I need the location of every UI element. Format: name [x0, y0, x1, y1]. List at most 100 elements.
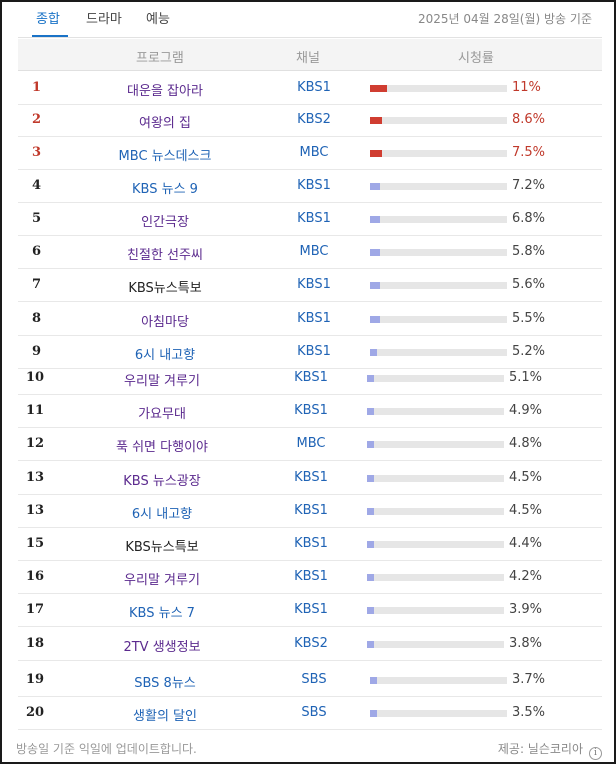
channel-link[interactable]: SBS [301, 705, 327, 720]
header-rating: 시청률 [458, 51, 494, 66]
rank-number: 2 [32, 112, 42, 127]
channel-link[interactable]: KBS2 [294, 636, 328, 651]
rating-bar-fill [367, 441, 374, 448]
channel-link[interactable]: KBS1 [294, 503, 328, 518]
rating-bar-track [370, 349, 507, 356]
table-row: 2 여왕의 집 KBS2 8.6% [18, 104, 602, 137]
channel-link[interactable]: SBS [301, 672, 327, 687]
program-link[interactable]: MBC 뉴스데스크 [118, 149, 212, 164]
provider-label: 제공: 닐슨코리아 [497, 742, 583, 756]
tab-drama[interactable]: 드라마 [86, 12, 122, 27]
program-link[interactable]: KBS 뉴스광장 [123, 474, 201, 489]
rating-value: 5.8% [512, 244, 546, 259]
program-link[interactable]: 6시 내고향 [131, 507, 193, 522]
rating-value: 7.2% [512, 178, 546, 193]
rating-bar-track [370, 117, 507, 124]
rating-bar-fill [370, 249, 380, 256]
broadcast-date: 2025년 04월 28일(월) 방송 기준 [417, 12, 592, 26]
channel-link[interactable]: KBS1 [294, 602, 328, 617]
rating-bar-fill [370, 349, 377, 356]
channel-link[interactable]: KBS1 [297, 311, 331, 326]
table-row: 8 아침마당 KBS1 5.5% [18, 303, 602, 336]
rating-bar-fill [370, 150, 382, 157]
channel-link[interactable]: KBS1 [297, 80, 331, 95]
channel-link[interactable]: KBS1 [297, 211, 331, 226]
rating-bar-track [367, 508, 504, 515]
rating-bar-fill [370, 677, 377, 684]
rating-bar-track [370, 85, 507, 92]
tab-overall[interactable]: 종합 [36, 12, 60, 27]
rating-bar-track [370, 677, 507, 684]
rank-number: 7 [32, 277, 42, 292]
rating-value: 4.9% [509, 403, 543, 418]
info-icon[interactable]: i [589, 747, 602, 760]
program-link[interactable]: 우리말 겨루기 [124, 374, 200, 389]
channel-link[interactable]: KBS1 [297, 344, 331, 359]
program-link[interactable]: 생활의 달인 [133, 709, 197, 724]
rank-number: 16 [26, 569, 45, 584]
rating-bar-fill [367, 641, 374, 648]
program-link[interactable]: KBS 뉴스 9 [132, 182, 198, 197]
rank-number: 17 [26, 602, 45, 617]
rating-value: 6.8% [512, 211, 546, 226]
channel-link[interactable]: KBS1 [294, 569, 328, 584]
rating-bar-fill [367, 508, 374, 515]
rank-number: 6 [32, 244, 42, 259]
program-link[interactable]: 가요무대 [138, 407, 186, 422]
table-row: 3 MBC 뉴스데스크 MBC 7.5% [18, 137, 602, 170]
rating-bar-track [367, 641, 504, 648]
rating-bar-fill [367, 607, 374, 614]
table-row: 5 인간극장 KBS1 6.8% [18, 203, 602, 236]
program-link[interactable]: SBS 8뉴스 [134, 676, 196, 691]
rating-bar-track [367, 408, 504, 415]
program-link[interactable]: KBS 뉴스 7 [129, 606, 195, 621]
program-link[interactable]: 친절한 선주씨 [127, 248, 203, 263]
program-link[interactable]: 2TV 생생정보 [123, 640, 201, 655]
tab-divider [18, 37, 602, 38]
update-note: 방송일 기준 익일에 업데이트합니다. [16, 742, 197, 756]
tab-variety[interactable]: 예능 [146, 12, 170, 27]
rating-value: 4.5% [509, 503, 543, 518]
channel-link[interactable]: KBS1 [294, 370, 328, 385]
program-link[interactable]: 여왕의 집 [139, 116, 191, 131]
rating-value: 5.6% [512, 277, 546, 292]
rating-bar-track [367, 541, 504, 548]
table-row: 11 가요무대 KBS1 4.9% [18, 395, 602, 428]
table-row: 13 KBS 뉴스광장 KBS1 4.5% [18, 462, 602, 495]
program-link[interactable]: 아침마당 [141, 315, 189, 330]
rating-value: 5.2% [512, 344, 546, 359]
program-link[interactable]: 푹 쉬면 다행이야 [116, 440, 208, 455]
rating-value: 4.2% [509, 569, 543, 584]
program-link[interactable]: 우리말 겨루기 [124, 573, 200, 588]
channel-link[interactable]: MBC [299, 145, 329, 160]
rank-number: 20 [26, 705, 45, 720]
table-row: 19 SBS 8뉴스 SBS 3.7% [18, 664, 602, 697]
rank-number: 13 [26, 470, 45, 485]
program-link[interactable]: KBS뉴스특보 [125, 540, 199, 555]
channel-link[interactable]: KBS1 [297, 277, 331, 292]
rating-bar-track [370, 316, 507, 323]
rank-number: 12 [26, 436, 45, 451]
channel-link[interactable]: KBS1 [294, 470, 328, 485]
program-link[interactable]: 대운을 잡아라 [127, 84, 203, 99]
rank-number: 15 [26, 536, 45, 551]
channel-link[interactable]: MBC [299, 244, 329, 259]
rating-value: 3.7% [512, 672, 546, 687]
rating-bar-track [367, 441, 504, 448]
table-header: 프로그램 채널 시청률 [18, 39, 602, 71]
header-program: 프로그램 [136, 51, 184, 66]
rank-number: 3 [32, 145, 42, 160]
table-row: 7 KBS뉴스특보 KBS1 5.6% [18, 269, 602, 302]
program-link[interactable]: 6시 내고향 [134, 348, 196, 363]
channel-link[interactable]: KBS1 [297, 178, 331, 193]
table-row: 20 생활의 달인 SBS 3.5% [18, 697, 602, 730]
channel-link[interactable]: MBC [296, 436, 326, 451]
program-link[interactable]: KBS뉴스특보 [128, 281, 202, 296]
program-link[interactable]: 인간극장 [141, 215, 189, 230]
rating-value: 3.5% [512, 705, 546, 720]
table-row: 16 우리말 겨루기 KBS1 4.2% [18, 561, 602, 594]
channel-link[interactable]: KBS2 [297, 112, 331, 127]
channel-link[interactable]: KBS1 [294, 403, 328, 418]
channel-link[interactable]: KBS1 [294, 536, 328, 551]
rating-bar-fill [370, 216, 380, 223]
